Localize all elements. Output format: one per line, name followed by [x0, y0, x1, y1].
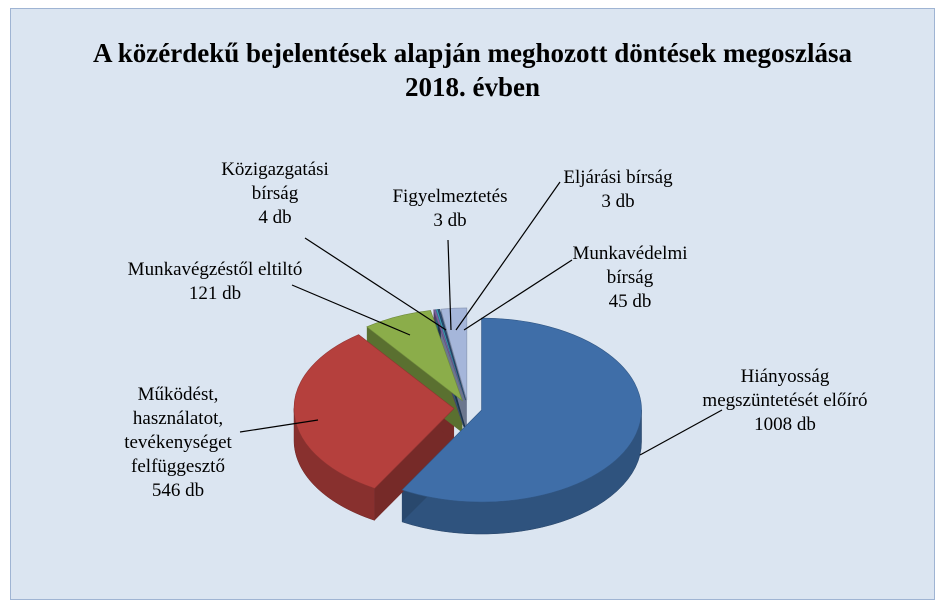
- category-label: Közigazgatási bírság: [221, 159, 329, 204]
- chart-title: A közérdekű bejelentések alapján meghozo…: [93, 38, 852, 102]
- category-label: Figyelmeztetés: [392, 186, 508, 207]
- value-label: 1008 db: [754, 414, 816, 435]
- category-label: Hiányosság megszüntetését előíró: [702, 366, 868, 411]
- value-label: 121 db: [188, 283, 242, 304]
- slice-tops: [293, 307, 642, 503]
- slice: [440, 307, 468, 401]
- leader-line: [639, 409, 723, 456]
- data-label: Figyelmeztetés 3 db: [370, 185, 530, 233]
- value-label: 45 db: [608, 291, 652, 312]
- slice: [401, 317, 642, 503]
- leader-line: [455, 181, 561, 331]
- slice: [366, 310, 463, 402]
- slice-cut: [374, 408, 455, 521]
- value-label: 4 db: [258, 207, 292, 228]
- value-label: 3 db: [433, 210, 467, 231]
- category-label: Munkavédelmi bírság: [572, 243, 688, 288]
- category-label: Működést, használatot, tevékenységet fel…: [124, 384, 232, 477]
- slice: [293, 334, 455, 489]
- data-label: Munkavédelmi bírság 45 db: [563, 242, 698, 314]
- leader-line: [447, 239, 452, 331]
- slice: [437, 308, 466, 401]
- leader-line: [239, 419, 319, 433]
- data-label: Hiányosság megszüntetését előíró 1008 db: [698, 365, 873, 437]
- category-label: Munkavégzéstől eltiltó: [127, 259, 303, 280]
- value-label: 546 db: [151, 480, 205, 501]
- data-label: Működést, használatot, tevékenységet fel…: [111, 383, 246, 503]
- data-label: Munkavégzéstől eltiltó 121 db: [128, 258, 303, 306]
- leader-line: [463, 259, 573, 331]
- data-label: Közigazgatási bírság 4 db: [205, 158, 345, 230]
- category-label: Eljárási bírság: [563, 167, 673, 188]
- leader-line: [291, 284, 411, 336]
- leader-line: [304, 237, 447, 331]
- data-label: Eljárási bírság 3 db: [538, 166, 698, 214]
- value-label: 3 db: [601, 191, 635, 212]
